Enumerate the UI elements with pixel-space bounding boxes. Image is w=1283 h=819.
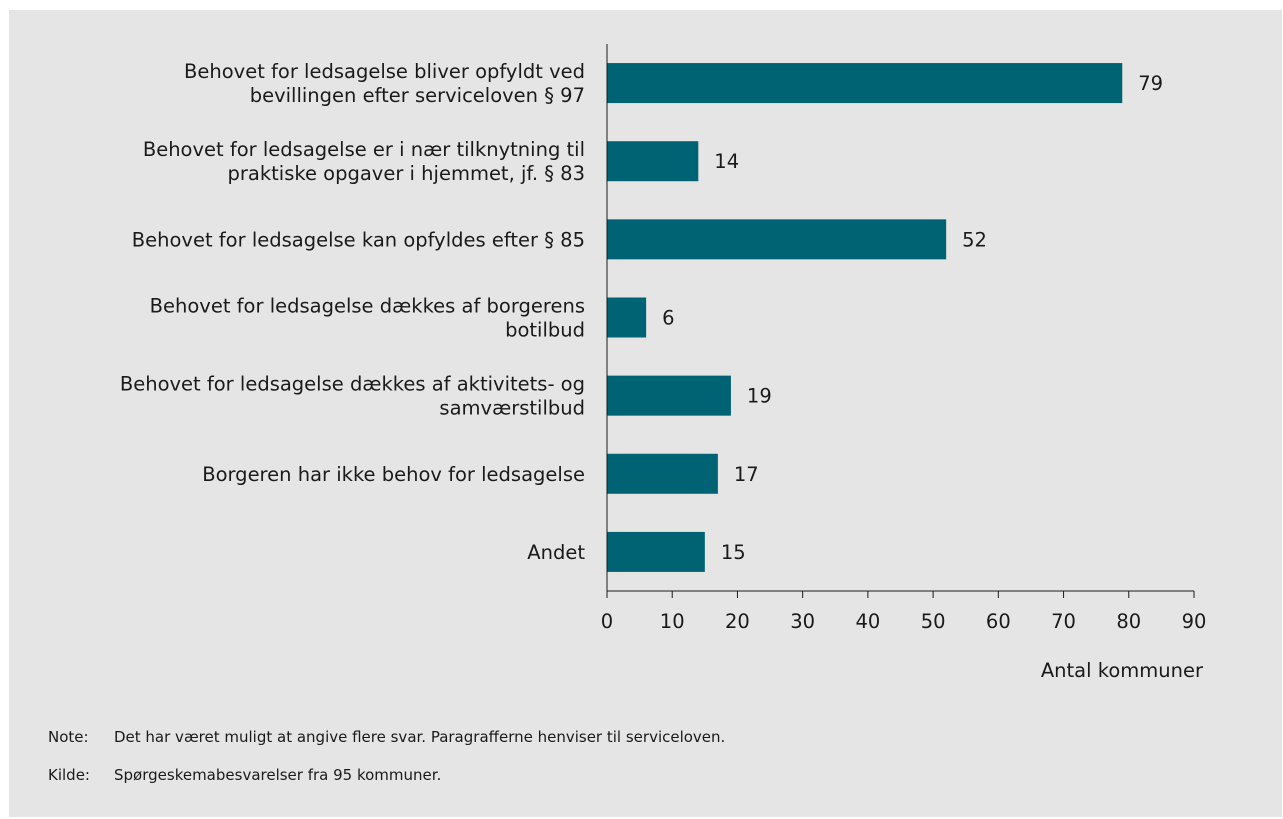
value-label: 14 [714,150,739,173]
bar [607,141,699,182]
x-tick-label: 20 [725,610,750,633]
category-label-line: Andet [527,541,585,564]
category-label-line: Borgeren har ikke behov for ledsagelse [202,463,585,486]
x-tick-label: 60 [986,610,1011,633]
x-tick-label: 50 [921,610,946,633]
category-label: Andet [527,541,585,564]
category-label-line: Behovet for ledsagelse er i nær tilknytn… [143,138,585,161]
source-line: Kilde: Spørgeskemabesvarelser fra 95 kom… [48,766,441,784]
value-label: 17 [734,463,759,486]
note-prefix: Note: [48,728,89,746]
category-label-line: Behovet for ledsagelse dækkes af borgere… [150,295,585,318]
x-tick-label: 0 [601,610,613,633]
category-label-line: Behovet for ledsagelse dækkes af aktivit… [120,373,585,396]
category-label: Behovet for ledsagelse er i nær tilknytn… [143,138,585,185]
value-label: 52 [962,228,987,251]
x-tick-label: 30 [790,610,815,633]
source-text: Spørgeskemabesvarelser fra 95 kommuner. [114,766,442,784]
value-label: 79 [1138,72,1163,95]
category-label: Behovet for ledsagelse bliver opfyldt ve… [184,60,585,107]
category-label-line: praktiske opgaver i hjemmet, jf. § 83 [228,162,585,185]
value-label: 15 [721,541,746,564]
x-tick-label: 90 [1182,610,1207,633]
x-tick-label: 10 [660,610,685,633]
bar [607,453,718,494]
source-prefix: Kilde: [48,766,90,784]
value-label: 6 [662,307,674,330]
category-label-line: Behovet for ledsagelse bliver opfyldt ve… [184,60,585,83]
category-label: Behovet for ledsagelse dækkes af aktivit… [120,373,585,420]
x-axis-title: Antal kommuner [1041,659,1204,682]
bar [607,63,1123,104]
bar [607,219,947,260]
x-tick-label: 80 [1116,610,1141,633]
category-label: Behovet for ledsagelse kan opfyldes efte… [132,228,585,251]
bar [607,375,731,416]
bar [607,297,647,338]
category-label-line: Behovet for ledsagelse kan opfyldes efte… [132,228,585,251]
category-label-line: samværstilbud [439,397,585,420]
note-text: Det har været muligt at angive flere sva… [114,728,726,746]
x-tick-label: 40 [855,610,880,633]
x-tick-label: 70 [1051,610,1076,633]
category-label-line: botilbud [505,319,585,342]
note-line: Note: Det har været muligt at angive fle… [48,728,725,746]
category-label-line: bevillingen efter serviceloven § 97 [250,84,585,107]
category-label: Behovet for ledsagelse dækkes af borgere… [150,295,585,342]
bar [607,531,705,572]
category-label: Borgeren har ikke behov for ledsagelse [202,463,585,486]
value-label: 19 [747,385,772,408]
